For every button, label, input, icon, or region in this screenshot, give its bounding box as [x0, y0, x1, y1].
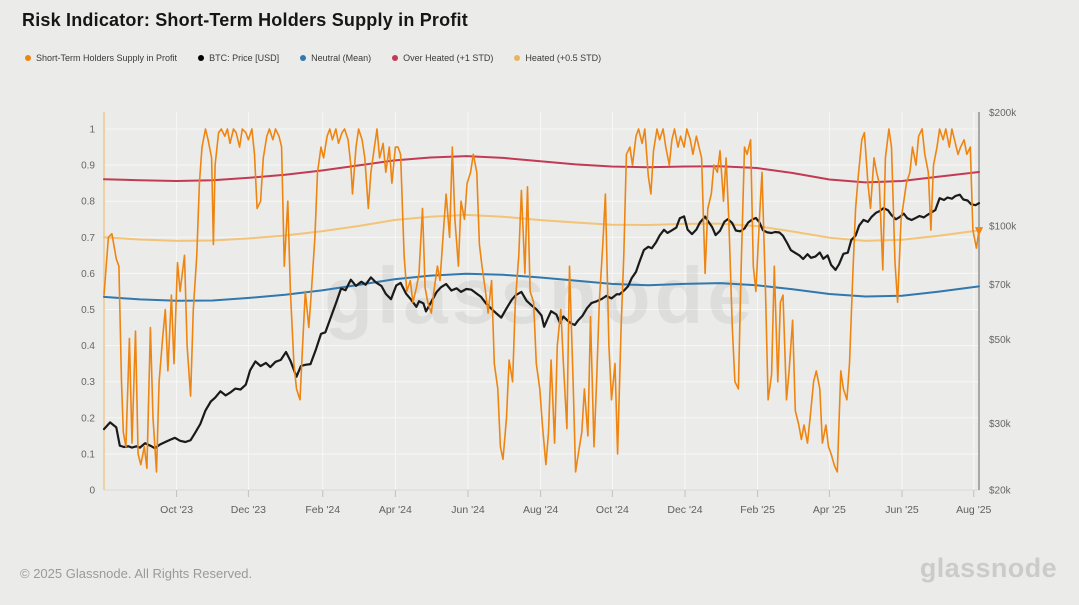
legend-item: Short-Term Holders Supply in Profit: [25, 53, 177, 63]
legend-item: Over Heated (+1 STD): [392, 53, 493, 63]
x-tick-label: Apr '24: [379, 504, 412, 516]
series-line: [103, 213, 980, 242]
y-right-tick-label: $50k: [989, 335, 1012, 346]
y-left-tick-label: 1: [89, 125, 95, 136]
legend-swatch-icon: [25, 55, 31, 61]
legend-label: Neutral (Mean): [311, 53, 372, 63]
x-tick-label: Aug '24: [523, 504, 558, 516]
x-tick-label: Dec '24: [667, 504, 702, 516]
y-right-tick-label: $20k: [989, 486, 1012, 497]
copyright-text: © 2025 Glassnode. All Rights Reserved.: [20, 566, 253, 581]
legend-label: Over Heated (+1 STD): [403, 53, 494, 63]
y-right-tick-label: $100k: [989, 222, 1017, 233]
legend-label: Short-Term Holders Supply in Profit: [36, 53, 178, 63]
y-left-tick-label: 0.3: [81, 377, 95, 388]
legend-item: Heated (+0.5 STD): [514, 53, 601, 63]
glassnode-logo: glassnode: [919, 553, 1057, 583]
page-title: Risk Indicator: Short-Term Holders Suppl…: [22, 10, 468, 30]
x-tick-label: Feb '25: [740, 504, 775, 516]
series-line: [103, 155, 980, 184]
y-left-tick-label: 0.1: [81, 449, 95, 460]
x-tick-label: Oct '24: [596, 504, 629, 516]
x-tick-label: Aug '25: [956, 504, 991, 516]
x-tick-label: Jun '24: [451, 504, 485, 516]
x-tick-label: Jun '25: [885, 504, 919, 516]
y-left-tick-label: 0.6: [81, 269, 95, 280]
x-tick-label: Oct '23: [160, 504, 193, 516]
legend-item: Neutral (Mean): [300, 53, 371, 63]
y-right-tick-label: $200k: [989, 108, 1017, 119]
x-tick-label: Feb '24: [305, 504, 340, 516]
series-end-arrow-icon: [975, 227, 983, 237]
chart-legend: Short-Term Holders Supply in Profit BTC: …: [25, 53, 601, 63]
series-line: [103, 128, 980, 473]
legend-item: BTC: Price [USD]: [198, 53, 279, 63]
x-tick-label: Dec '23: [231, 504, 266, 516]
y-right-tick-label: $70k: [989, 280, 1012, 291]
legend-swatch-icon: [198, 55, 205, 61]
y-left-tick-label: 0.5: [81, 305, 95, 316]
series-line: [102, 193, 981, 450]
series-line: [103, 272, 980, 302]
legend-label: Heated (+0.5 STD): [525, 53, 602, 63]
y-left-tick-label: 0.7: [81, 233, 95, 244]
y-right-tick-label: $30k: [989, 419, 1012, 430]
legend-swatch-icon: [392, 55, 399, 61]
y-left-tick-label: 0.2: [81, 413, 95, 424]
y-left-tick-label: 0.4: [81, 341, 95, 352]
legend-label: BTC: Price [USD]: [209, 53, 280, 63]
y-left-tick-label: 0: [89, 486, 95, 497]
legend-swatch-icon: [300, 55, 307, 61]
x-tick-label: Apr '25: [813, 504, 846, 516]
watermark: glassnode: [324, 251, 756, 340]
y-left-tick-label: 0.8: [81, 197, 95, 208]
legend-swatch-icon: [514, 55, 521, 61]
y-left-tick-label: 0.9: [81, 161, 95, 172]
